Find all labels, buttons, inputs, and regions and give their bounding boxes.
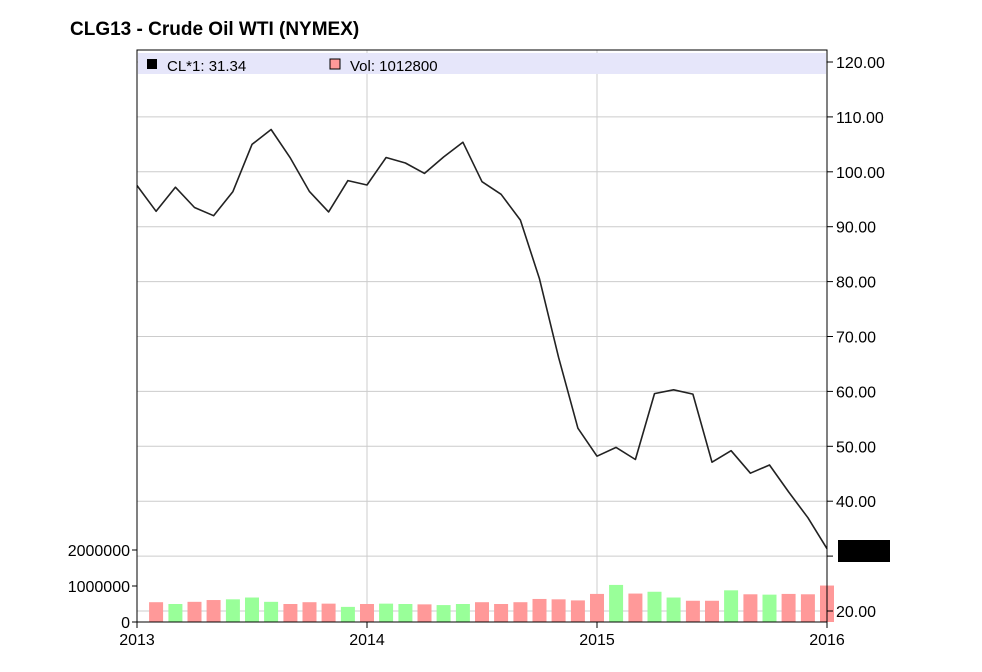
price-tick-label: 20.00 — [836, 604, 876, 621]
volume-bar — [168, 604, 183, 622]
volume-bar — [685, 600, 700, 622]
x-tick-label: 2015 — [579, 632, 615, 649]
x-tick-label: 2016 — [809, 632, 845, 649]
price-legend-swatch — [147, 59, 157, 69]
volume-bar — [762, 594, 777, 622]
volume-bar — [609, 584, 624, 622]
volume-bar — [340, 606, 355, 622]
volume-bar — [513, 602, 528, 622]
price-line — [136, 128, 828, 550]
x-tick-label: 2013 — [119, 632, 155, 649]
price-tick-label: 80.00 — [836, 275, 876, 292]
legend-background — [138, 53, 826, 74]
last-price-box — [838, 540, 890, 562]
volume-legend-swatch — [329, 58, 341, 70]
price-tick-label: 110.00 — [836, 110, 884, 127]
volume-bar — [647, 591, 662, 622]
volume-y-axis: 0 1000000 2000000 — [68, 543, 137, 632]
price-series — [136, 128, 828, 550]
volume-bar — [743, 594, 758, 622]
volume-bar — [781, 593, 796, 622]
volume-tick-label: 1000000 — [68, 579, 130, 596]
legend: CL*1: 31.34 Vol: 1012800 — [138, 53, 826, 75]
volume-tick-label: 2000000 — [68, 543, 130, 560]
volume-bar — [245, 597, 259, 622]
last-price-marker: 31.34 — [838, 540, 890, 562]
volume-bar — [302, 602, 317, 622]
volume-bar — [724, 590, 739, 622]
volume-bar — [360, 604, 374, 622]
volume-bar — [398, 604, 413, 622]
volume-bar — [379, 603, 394, 622]
price-tick-label: 100.00 — [836, 165, 885, 182]
volume-bar — [494, 604, 509, 622]
price-tick-label: 40.00 — [836, 494, 876, 511]
time-x-axis: 2013 2014 2015 2016 — [119, 622, 845, 649]
volume-bar — [570, 600, 585, 622]
volume-legend-label: Vol: 1012800 — [350, 58, 438, 75]
volume-bar — [417, 604, 432, 622]
volume-bar — [800, 594, 815, 622]
volume-bar — [321, 603, 336, 622]
volume-bar — [551, 599, 566, 622]
x-tick-label: 2014 — [349, 632, 385, 649]
volume-bar — [455, 604, 470, 622]
last-price-label: 31.34 — [841, 544, 881, 561]
volume-bar — [283, 604, 298, 622]
volume-tick-label: 0 — [121, 615, 130, 632]
volume-bar — [705, 600, 719, 622]
price-y-axis: 20.00 40.00 50.00 60.00 70.00 80.00 90.00 100.0… — [827, 55, 885, 621]
volume-bar — [225, 599, 240, 622]
volume-bar — [149, 602, 164, 622]
price-tick-label: 90.00 — [836, 220, 876, 237]
volume-bar — [206, 600, 221, 622]
volume-bar — [475, 602, 489, 622]
price-tick-label: 50.00 — [836, 439, 876, 456]
volume-bar — [666, 597, 681, 622]
price-tick-label: 70.00 — [836, 330, 876, 347]
volume-bar — [264, 601, 279, 622]
volume-bar — [187, 601, 202, 622]
chart-title: CLG13 - Crude Oil WTI (NYMEX) — [70, 19, 360, 40]
volume-bar — [436, 605, 451, 622]
price-tick-label: 120.00 — [836, 55, 885, 72]
price-legend-label: CL*1: 31.34 — [167, 58, 246, 75]
volume-bar — [590, 593, 604, 622]
volume-bars — [149, 584, 834, 622]
volume-bar — [532, 598, 547, 622]
volume-bar — [628, 593, 643, 622]
price-tick-label: 60.00 — [836, 384, 876, 401]
